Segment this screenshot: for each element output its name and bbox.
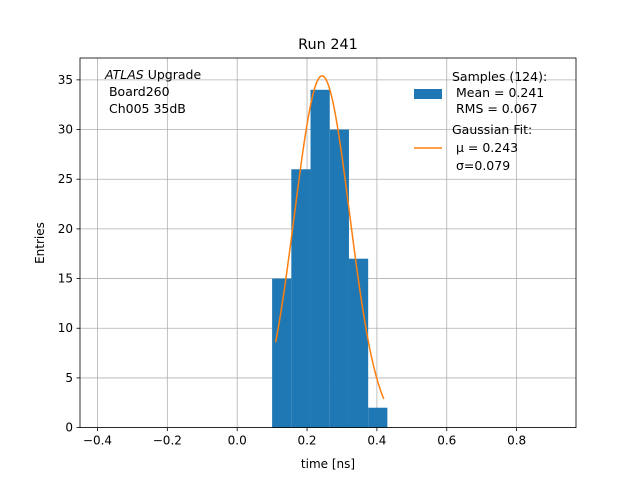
x-tick-label: −0.2 (153, 434, 182, 448)
y-tick-label: 25 (58, 172, 73, 186)
annotation-upgrade: Upgrade (144, 67, 202, 82)
histogram-bar (272, 278, 292, 428)
legend-hist-line-3: RMS = 0.067 (452, 101, 538, 116)
y-tick-label: 30 (58, 123, 73, 137)
y-axis-label: Entries (33, 222, 47, 264)
y-axis-ticks: 0 5 10 15 20 25 30 35 (58, 73, 80, 435)
histogram-bar (291, 169, 311, 428)
histogram-bar (348, 258, 369, 428)
histogram-bar (368, 407, 388, 428)
legend-fit-line-1: Gaussian Fit: (452, 122, 532, 137)
chart-title: Run 241 (298, 37, 358, 53)
x-axis-ticks: −0.4 −0.2 0.0 0.2 0.4 0.6 0.8 (83, 427, 526, 448)
legend-fit-line-2: μ = 0.243 (452, 140, 518, 155)
gaussian-fit-line (274, 75, 385, 400)
x-tick-label: 0.0 (228, 434, 247, 448)
annotation-atlas: ATLAS (104, 67, 144, 82)
y-tick-label: 10 (58, 321, 73, 335)
x-tick-label: 0.8 (507, 434, 526, 448)
annotation-line-2: Board260 (105, 84, 170, 99)
legend-hist-swatch (414, 89, 442, 99)
y-tick-label: 15 (58, 272, 73, 286)
y-tick-label: 0 (65, 421, 73, 435)
axes-frame (79, 57, 577, 429)
legend-hist-line-1: Samples (124): (452, 69, 547, 84)
histogram-bar (310, 89, 330, 428)
annotation-line-1: ATLAS Upgrade (104, 67, 201, 82)
annotation-text: ATLAS Upgrade Board260 Ch005 35dB (104, 67, 201, 116)
x-axis-label: time [ns] (301, 457, 355, 471)
legend-fit-line-3: σ=0.079 (452, 158, 510, 173)
x-tick-label: 0.6 (437, 434, 456, 448)
histogram-bar (329, 129, 349, 428)
x-tick-label: −0.4 (83, 434, 112, 448)
annotation-line-3: Ch005 35dB (105, 101, 186, 116)
x-tick-label: 0.4 (367, 434, 386, 448)
legend-hist-line-2: Mean = 0.241 (452, 85, 544, 100)
y-tick-label: 35 (58, 73, 73, 87)
histogram-bars (272, 89, 388, 428)
legend: Samples (124): Mean = 0.241 RMS = 0.067 … (414, 69, 547, 173)
y-tick-label: 5 (65, 371, 73, 385)
y-tick-label: 20 (58, 222, 73, 236)
x-tick-label: 0.2 (297, 434, 316, 448)
